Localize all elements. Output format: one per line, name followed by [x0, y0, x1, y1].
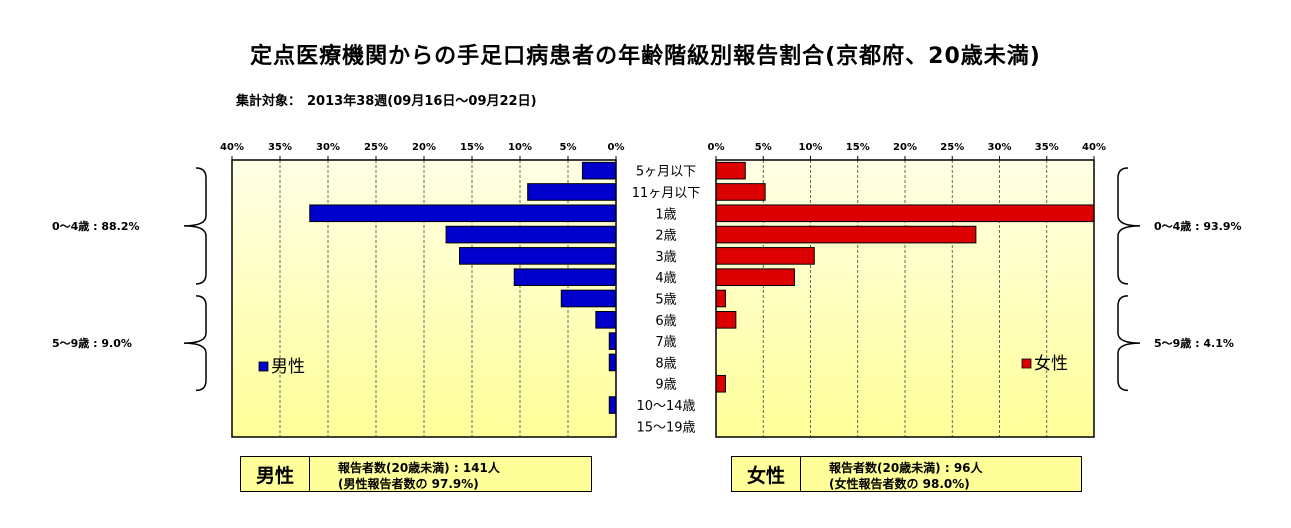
male-legend-label: 男性	[271, 357, 305, 377]
male-bar	[608, 396, 617, 414]
x-tick-label: 30%	[988, 142, 1012, 153]
chart-title: 定点医療機関からの手足口病患者の年齢階級別報告割合(京都府、20歳未満)	[250, 44, 1041, 69]
x-tick-label: 40%	[220, 142, 244, 153]
female-bar	[715, 310, 737, 329]
female-bar	[715, 204, 1095, 223]
x-tick-label: 35%	[1035, 142, 1059, 153]
male-info-line1: 報告者数(20歳未満) : 141人	[338, 461, 500, 475]
category-label: 15～19歳	[636, 420, 695, 435]
x-tick-label: 40%	[1082, 142, 1106, 153]
male-bar	[527, 183, 617, 201]
x-tick-label: 5%	[755, 142, 772, 153]
x-tick-label: 20%	[893, 142, 917, 153]
male-bar	[459, 247, 617, 265]
category-label: 3歳	[655, 250, 676, 265]
male-plot-area: 0% 5% 10% 15% 20% 25% 30% 35% 40%	[220, 142, 625, 438]
female-bar	[715, 268, 795, 287]
category-label: 7歳	[655, 335, 676, 350]
male-group-label: 5～9歳 : 9.0%	[52, 336, 132, 350]
female-group-label: 5～9歳 : 4.1%	[1154, 336, 1234, 350]
x-tick-label: 10%	[508, 142, 532, 153]
male-bar	[608, 332, 617, 350]
category-label: 4歳	[655, 271, 676, 286]
category-label: 11ヶ月以下	[632, 186, 701, 201]
male-legend-swatch	[258, 361, 269, 372]
x-tick-label: 35%	[268, 142, 292, 153]
x-tick-label: 25%	[364, 142, 388, 153]
x-tick-label: 25%	[940, 142, 964, 153]
x-tick-label: 5%	[560, 142, 577, 153]
female-bar	[715, 161, 746, 180]
female-plot-area: 0% 5% 10% 15% 20% 25% 30% 35% 40%	[708, 142, 1106, 438]
male-bar	[608, 353, 617, 372]
legends: 男性 女性	[258, 354, 1068, 377]
category-label: 5ヶ月以下	[636, 165, 696, 180]
x-tick-label: 30%	[316, 142, 340, 153]
male-info-line2: (男性報告者数の 97.9%)	[338, 477, 479, 491]
female-bar	[715, 183, 766, 201]
category-label: 1歳	[655, 207, 676, 222]
x-tick-label: 15%	[846, 142, 870, 153]
category-label: 10～14歳	[636, 399, 695, 414]
female-legend-label: 女性	[1034, 354, 1068, 374]
category-label: 8歳	[655, 356, 676, 371]
male-bar	[445, 225, 617, 244]
x-tick-label: 0%	[708, 142, 725, 153]
female-group-label: 0～4歳 : 93.9%	[1154, 219, 1242, 233]
period-text: 集計対象： 2013年38週(09月16日～09月22日)	[236, 90, 543, 109]
category-label: 9歳	[655, 378, 676, 393]
female-info-line1: 報告者数(20歳未満) : 96人	[829, 461, 983, 475]
male-info-box: 男性 報告者数(20歳未満) : 141人 (男性報告者数の 97.9%)	[240, 456, 592, 492]
x-tick-label: 0%	[608, 142, 625, 153]
x-tick-label: 10%	[799, 142, 823, 153]
male-group-brace	[183, 167, 207, 285]
female-bar	[715, 374, 726, 393]
female-bar	[715, 247, 815, 265]
female-plot-border	[715, 159, 1095, 438]
male-bar	[309, 204, 617, 223]
female-info-line2: (女性報告者数の 98.0%)	[829, 477, 970, 491]
male-bar	[595, 310, 617, 329]
female-group-brace	[1117, 167, 1141, 285]
category-label: 5歳	[655, 293, 676, 308]
age-group-braces: 0～4歳 : 88.2% 0～4歳 : 93.9% 5～9歳 : 9.0% 5～9歳 …	[52, 167, 1242, 392]
male-bar	[560, 289, 617, 308]
male-group-brace	[183, 295, 207, 392]
female-bar	[715, 289, 726, 308]
period-value: 2013年38週(09月16日～09月22日)	[307, 94, 537, 109]
period-label: 集計対象：	[236, 94, 302, 109]
category-labels: 5ヶ月以下 11ヶ月以下 1歳 2歳 3歳 4歳 5歳 6歳 7歳 8歳 9歳 10～14歳 15～19…	[632, 165, 701, 436]
x-tick-label: 15%	[460, 142, 484, 153]
male-plot-border	[231, 159, 617, 438]
female-legend-swatch	[1021, 358, 1032, 369]
female-info-label: 女性	[732, 457, 801, 491]
female-info-box: 女性 報告者数(20歳未満) : 96人 (女性報告者数の 98.0%)	[731, 456, 1082, 492]
female-bar	[715, 225, 977, 244]
male-group-label: 0～4歳 : 88.2%	[52, 219, 140, 233]
male-bar	[513, 268, 617, 287]
female-group-brace	[1117, 295, 1141, 392]
category-label: 6歳	[655, 314, 676, 329]
male-info-label: 男性	[241, 457, 310, 491]
x-tick-label: 20%	[412, 142, 436, 153]
category-label: 2歳	[655, 229, 676, 244]
male-bar	[581, 161, 617, 180]
